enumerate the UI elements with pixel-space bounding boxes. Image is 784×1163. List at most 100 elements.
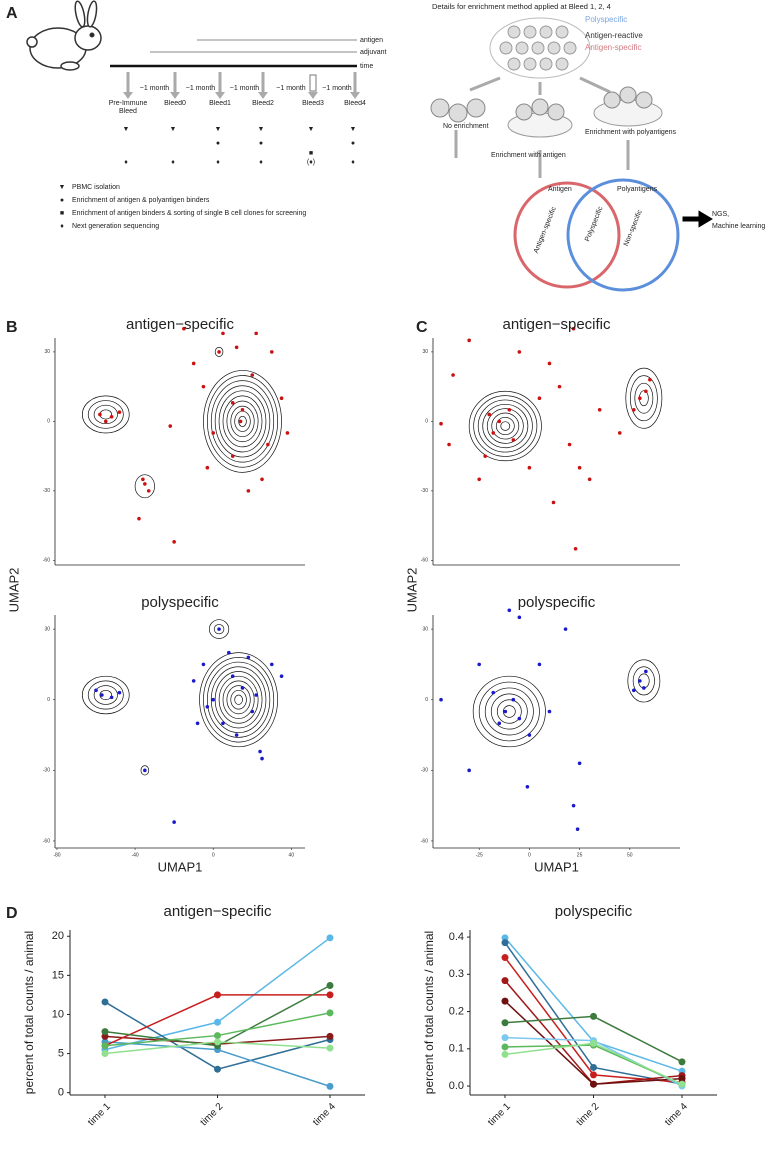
venn-region-label: Non-specific bbox=[623, 209, 644, 248]
density-contour bbox=[230, 405, 255, 438]
y-tick-label: -60 bbox=[43, 558, 50, 564]
point bbox=[642, 686, 646, 690]
density-contour bbox=[214, 346, 224, 357]
y-tick-label: 5 bbox=[58, 1047, 64, 1059]
series-point bbox=[501, 1019, 509, 1027]
point bbox=[234, 733, 239, 737]
chart-title: antigen−specific bbox=[126, 316, 234, 333]
density-contour bbox=[81, 675, 130, 715]
timeline-line-label: time bbox=[360, 63, 373, 70]
point bbox=[577, 761, 582, 766]
density-contour bbox=[87, 400, 124, 429]
series-point bbox=[501, 939, 509, 947]
marker-symbol: ▼ bbox=[170, 126, 177, 133]
arrow-head bbox=[350, 92, 360, 99]
density-contour bbox=[206, 375, 279, 468]
point bbox=[648, 377, 652, 382]
x-tick-label: 50 bbox=[627, 852, 633, 858]
point bbox=[507, 608, 512, 613]
density-contour bbox=[218, 390, 267, 453]
x-tick-label: time 2 bbox=[198, 1101, 225, 1128]
point bbox=[238, 419, 243, 424]
cell-cluster bbox=[489, 17, 591, 79]
series-point bbox=[101, 1050, 109, 1058]
point bbox=[172, 540, 176, 544]
point bbox=[98, 412, 102, 417]
legend-symbol: ■ bbox=[60, 210, 64, 217]
marker-symbol: ■ bbox=[309, 150, 313, 157]
series-point bbox=[101, 1042, 109, 1050]
rabbit-icon bbox=[26, 0, 102, 71]
branch-label: Enrichment with polyantigens bbox=[585, 129, 677, 136]
arrow-hollow bbox=[309, 74, 317, 92]
y-tick-label: 30 bbox=[422, 349, 428, 355]
point bbox=[644, 389, 648, 394]
density-contour bbox=[234, 410, 251, 432]
point bbox=[246, 655, 251, 660]
panel-label: C bbox=[416, 319, 428, 336]
series-point bbox=[590, 1071, 597, 1079]
density-contour bbox=[206, 661, 271, 738]
point bbox=[205, 465, 210, 470]
density-contour bbox=[214, 671, 263, 729]
point bbox=[491, 690, 496, 695]
point bbox=[217, 350, 221, 354]
point bbox=[511, 697, 516, 702]
point bbox=[117, 410, 122, 414]
density-contour bbox=[214, 385, 271, 458]
density-contour bbox=[213, 624, 225, 635]
point bbox=[557, 384, 562, 389]
density-contour bbox=[627, 659, 661, 703]
marker-symbol: ♦ bbox=[351, 159, 355, 166]
density-contour bbox=[486, 408, 524, 444]
series-point bbox=[678, 1075, 686, 1083]
cell-label: Polyspecific bbox=[585, 15, 627, 24]
point bbox=[638, 679, 642, 683]
point bbox=[195, 721, 200, 726]
legend-symbol: ♦ bbox=[60, 223, 64, 230]
point bbox=[511, 438, 516, 442]
timepoint-wrap: Bleed4 bbox=[344, 100, 366, 107]
point bbox=[517, 350, 522, 354]
point bbox=[217, 627, 221, 631]
timepoint-label: Bleed2 bbox=[252, 100, 274, 107]
panel-label: B bbox=[6, 319, 18, 336]
series-point bbox=[501, 977, 509, 985]
arrow-head bbox=[258, 92, 268, 99]
series-point bbox=[214, 1018, 221, 1026]
point bbox=[571, 326, 576, 331]
timepoint-wrap: Bleed3 bbox=[302, 100, 324, 107]
marker-symbol: ▼ bbox=[308, 126, 315, 133]
interval-label: ~1 month bbox=[230, 85, 259, 92]
point bbox=[109, 414, 114, 419]
cell-label: Antigen-specific bbox=[585, 43, 641, 52]
timeline-line-label: antigen bbox=[360, 37, 383, 44]
y-axis-label: percent of total counts / animal bbox=[422, 931, 436, 1094]
series-point bbox=[501, 934, 509, 942]
y-tick-label: 0.3 bbox=[449, 968, 464, 980]
venn-set-label: Polyantigens bbox=[617, 186, 658, 193]
legend-symbol: ▼ bbox=[59, 184, 66, 191]
density-contour bbox=[203, 657, 275, 743]
venn-set-label: Antigen bbox=[548, 186, 572, 193]
point bbox=[269, 350, 274, 354]
point bbox=[266, 442, 270, 447]
point bbox=[230, 401, 235, 405]
point bbox=[477, 662, 481, 667]
arrow-head bbox=[308, 92, 318, 99]
marker-symbol: ♦ bbox=[216, 159, 220, 166]
series-point bbox=[326, 1032, 334, 1040]
point bbox=[467, 768, 471, 773]
point bbox=[260, 756, 264, 761]
x-tick-label: time 4 bbox=[663, 1101, 690, 1128]
marker-symbol: ♦ bbox=[124, 159, 128, 166]
venn-antigen bbox=[513, 181, 621, 289]
density-contour bbox=[625, 367, 663, 429]
interval-label: ~1 month bbox=[322, 85, 351, 92]
x-tick-label: 0 bbox=[528, 852, 531, 858]
y-tick-label: -60 bbox=[421, 558, 428, 564]
density-contour bbox=[629, 375, 658, 422]
point bbox=[117, 690, 122, 695]
legend-text: Enrichment of antigen & polyantigen bind… bbox=[72, 197, 210, 204]
venn-polyantigen bbox=[566, 178, 680, 292]
